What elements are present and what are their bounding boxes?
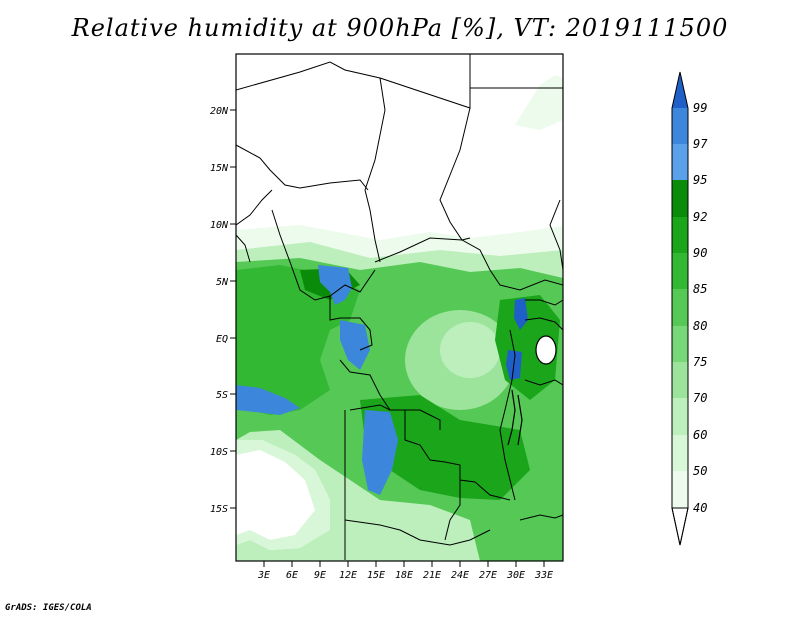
rh-97-patch-1 [318,265,352,305]
rh-60-area-central [440,322,500,378]
colorbar: 99 97 95 92 90 85 80 75 70 60 50 40 [671,71,708,546]
lon-label-30e: 30E [506,570,525,581]
lon-label-33e: 33E [534,570,553,581]
colorbar-outline [671,71,689,546]
colorbar-seg-40 [672,471,688,508]
lon-label-21e: 21E [423,570,441,581]
lat-label-5s: 5S [216,390,228,401]
colorbar-label-40: 40 [693,501,707,515]
lat-label-20n: 20N [210,106,229,117]
colorbar-label-97: 97 [693,137,708,151]
colorbar-label-70: 70 [693,391,707,405]
lake-outlines [507,335,557,446]
rh-97-patch-4 [340,320,370,370]
colorbar-label-60: 60 [693,428,707,442]
lat-label-15n: 15N [210,163,229,174]
colorbar-seg-60 [672,398,688,435]
lon-label-3e: 3E [257,570,270,581]
colorbar-seg-92 [672,180,688,217]
plot-frame [235,53,564,562]
lon-label-27e: 27E [479,570,497,581]
humidity-field [236,54,563,561]
colorbar-seg-70 [672,362,688,398]
colorbar-label-75: 75 [693,355,707,369]
colorbar-bottom-arrow [671,507,689,546]
lat-label-eq: EQ [216,334,228,345]
lon-label-18e: 18E [395,570,413,581]
colorbar-seg-97 [672,108,688,144]
lon-label-15e: 15E [367,570,385,581]
colorbar-seg-50 [672,435,688,471]
lat-label-5n: 5N [216,277,229,288]
colorbar-label-90: 90 [693,246,707,260]
colorbar-label-95: 95 [693,173,707,187]
colorbar-seg-80 [672,289,688,326]
lon-label-6e: 6E [286,570,298,581]
lat-axis: 20N 15N 10N 5N EQ 5S 10S 15S [210,106,236,515]
colorbar-label-99: 99 [693,101,707,115]
country-boundaries [236,54,563,560]
lat-label-15s: 15S [210,504,228,515]
map-title: Relative humidity at 900hPa [%], VT: 201… [71,14,729,42]
colorbar-seg-90 [672,217,688,253]
colorbar-label-85: 85 [693,282,707,296]
colorbar-label-92: 92 [693,210,707,224]
lon-label-12e: 12E [339,570,357,581]
rh-97-patch-3 [362,410,398,495]
rh-99-patch-1 [514,298,528,330]
lon-label-24e: 24E [451,570,469,581]
grads-credit: GrADS: IGES/COLA [5,603,92,613]
colorbar-label-50: 50 [693,464,707,478]
rh-85-area-west [236,265,360,415]
rh-40-area-northeast [515,75,563,130]
colorbar-seg-95 [672,144,688,180]
lon-label-9e: 9E [314,570,326,581]
lon-axis: 3E 6E 9E 12E 15E 18E 21E 24E 27E 30E 33E [257,561,553,581]
rh-50-edge-southwest [236,440,330,550]
colorbar-seg-85 [672,253,688,289]
colorbar-top-arrow [672,72,688,108]
rh-97-patch-2 [236,385,300,415]
lat-label-10s: 10S [210,447,228,458]
colorbar-label-80: 80 [693,319,707,333]
rh-90-area-south [360,395,530,500]
colorbar-seg-75 [672,326,688,362]
lat-label-10n: 10N [210,220,229,231]
